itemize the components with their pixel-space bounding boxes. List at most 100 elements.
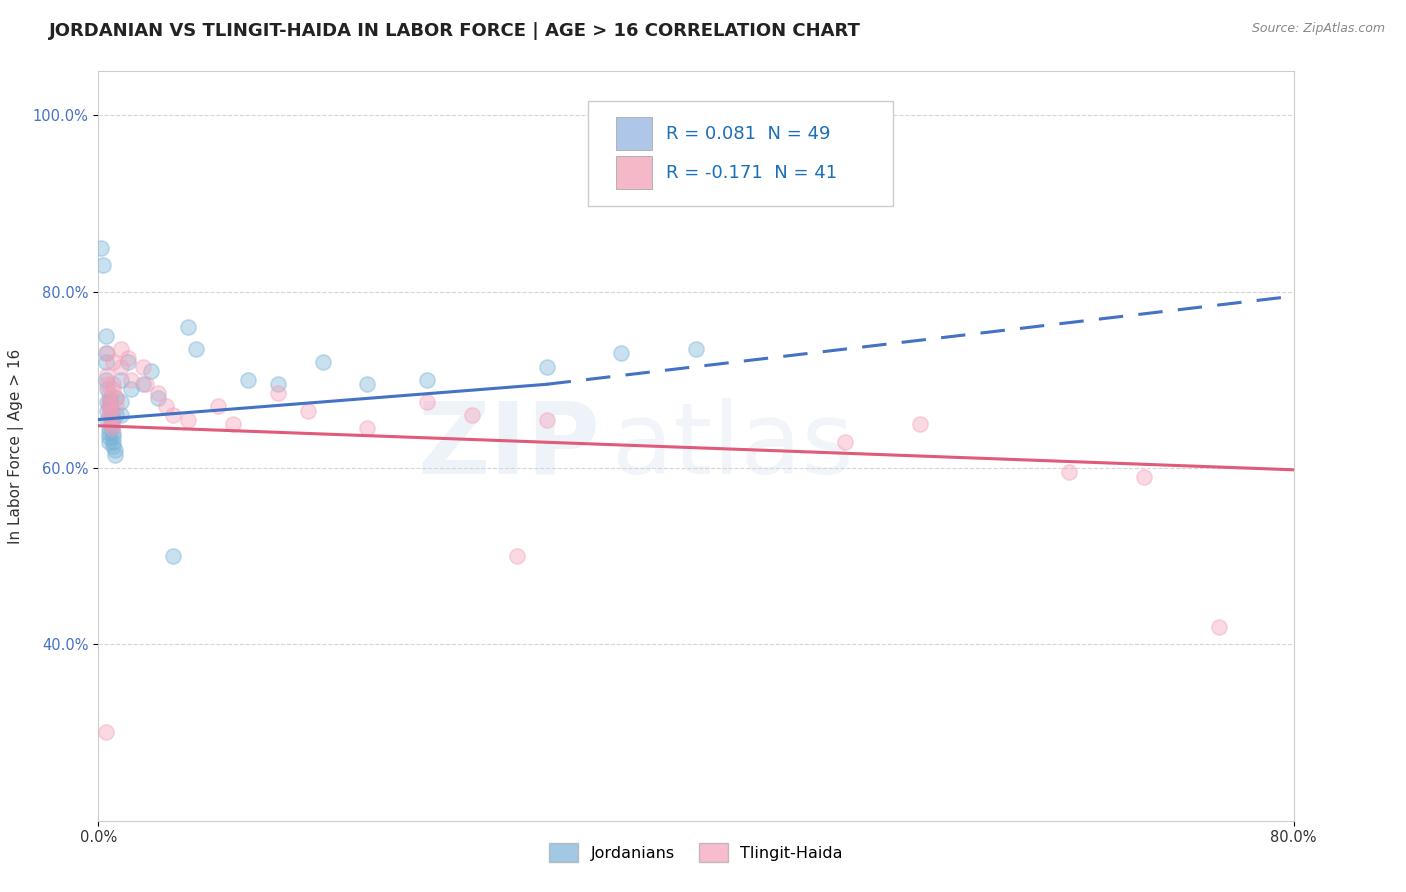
Point: [98, 400, 122, 414]
Point: [94, 355, 117, 369]
Point: [94, 328, 117, 343]
Point: [207, 400, 229, 414]
Point: [356, 421, 378, 435]
Point: [97, 400, 120, 414]
Point: [96, 403, 118, 417]
Point: [98, 391, 122, 405]
Point: [97, 434, 120, 449]
Point: [105, 391, 128, 405]
FancyBboxPatch shape: [589, 102, 893, 206]
Point: [105, 408, 128, 422]
Point: [96, 368, 118, 383]
Point: [101, 421, 124, 435]
Point: [97, 395, 120, 409]
Point: [685, 342, 707, 356]
Point: [236, 373, 259, 387]
Point: [96, 377, 118, 392]
Point: [105, 391, 128, 405]
Point: [120, 373, 142, 387]
Point: [96, 382, 118, 396]
Point: [96, 346, 118, 360]
Y-axis label: In Labor Force | Age > 16: In Labor Force | Age > 16: [8, 349, 24, 543]
Point: [97, 421, 120, 435]
Point: [148, 386, 170, 401]
Point: [103, 425, 125, 440]
Point: [506, 549, 529, 564]
Text: Source: ZipAtlas.com: Source: ZipAtlas.com: [1251, 22, 1385, 36]
Text: R = -0.171  N = 41: R = -0.171 N = 41: [666, 163, 837, 181]
Point: [162, 408, 184, 422]
Point: [536, 359, 558, 374]
Point: [103, 377, 125, 392]
Point: [97, 386, 120, 401]
Point: [1208, 620, 1230, 634]
Point: [103, 430, 125, 444]
Point: [90, 241, 112, 255]
Point: [132, 377, 155, 392]
Point: [98, 412, 122, 426]
Point: [610, 346, 633, 360]
Point: [297, 403, 319, 417]
Point: [110, 408, 132, 422]
Point: [104, 443, 127, 458]
Point: [98, 395, 122, 409]
Text: ZIP: ZIP: [418, 398, 600, 494]
Point: [184, 342, 207, 356]
Point: [97, 430, 120, 444]
Point: [222, 417, 245, 431]
Point: [110, 395, 132, 409]
Point: [132, 359, 155, 374]
Point: [104, 448, 127, 462]
Legend: Jordanians, Tlingit-Haida: Jordanians, Tlingit-Haida: [543, 837, 849, 869]
Point: [98, 403, 122, 417]
Point: [105, 400, 128, 414]
Point: [96, 412, 118, 426]
Point: [536, 412, 558, 426]
Point: [103, 355, 125, 369]
Point: [94, 725, 117, 739]
Point: [117, 351, 139, 365]
Point: [98, 403, 122, 417]
FancyBboxPatch shape: [616, 155, 652, 189]
Point: [267, 386, 290, 401]
Point: [91, 258, 114, 272]
Point: [356, 377, 378, 392]
Point: [120, 382, 142, 396]
Point: [416, 373, 439, 387]
Point: [94, 346, 117, 360]
Point: [162, 549, 184, 564]
Point: [110, 342, 132, 356]
Point: [96, 395, 118, 409]
Point: [155, 400, 177, 414]
Point: [311, 355, 333, 369]
Point: [101, 421, 124, 435]
Point: [177, 320, 200, 334]
Point: [94, 373, 117, 387]
Point: [110, 373, 132, 387]
Point: [101, 412, 124, 426]
Point: [148, 391, 170, 405]
Point: [101, 417, 124, 431]
Point: [103, 439, 125, 453]
Point: [461, 408, 484, 422]
Text: JORDANIAN VS TLINGIT-HAIDA IN LABOR FORCE | AGE > 16 CORRELATION CHART: JORDANIAN VS TLINGIT-HAIDA IN LABOR FORC…: [49, 22, 860, 40]
FancyBboxPatch shape: [616, 117, 652, 151]
Point: [267, 377, 290, 392]
Point: [177, 412, 200, 426]
Point: [110, 359, 132, 374]
Point: [135, 377, 157, 392]
Point: [101, 408, 124, 422]
Point: [139, 364, 162, 378]
Point: [103, 382, 125, 396]
Point: [908, 417, 931, 431]
Point: [834, 434, 856, 449]
Point: [117, 355, 139, 369]
Point: [98, 408, 122, 422]
Text: atlas: atlas: [613, 398, 853, 494]
Point: [416, 395, 439, 409]
Point: [1059, 466, 1081, 480]
Point: [101, 417, 124, 431]
Point: [103, 434, 125, 449]
Point: [97, 425, 120, 440]
Text: R = 0.081  N = 49: R = 0.081 N = 49: [666, 125, 831, 143]
